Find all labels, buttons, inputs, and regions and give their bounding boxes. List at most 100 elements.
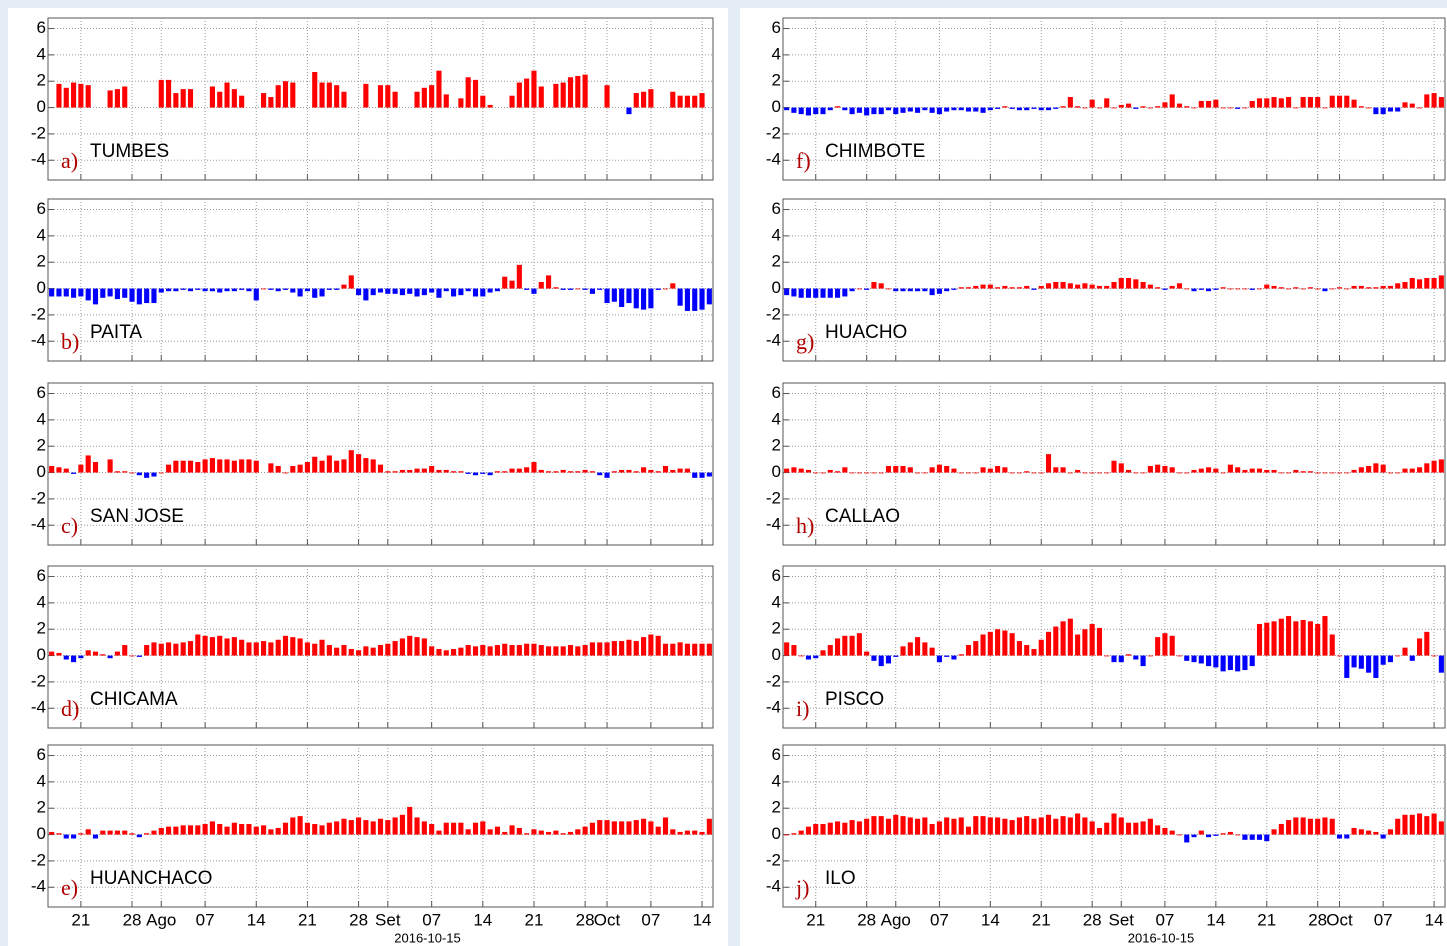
bar	[655, 471, 661, 473]
bar	[166, 79, 172, 108]
bar	[173, 826, 179, 835]
bar	[531, 70, 537, 108]
bar	[71, 472, 77, 474]
bar	[1082, 283, 1088, 289]
bar	[187, 89, 194, 108]
bar	[465, 829, 471, 835]
bar	[604, 642, 610, 656]
bar	[1038, 639, 1044, 656]
bar	[922, 107, 928, 111]
bar	[480, 288, 486, 297]
bar	[290, 82, 296, 108]
bar	[187, 288, 194, 292]
bar	[239, 824, 245, 835]
bar	[849, 472, 855, 474]
bar	[1358, 106, 1364, 108]
bar	[282, 635, 289, 656]
bar	[1387, 829, 1393, 835]
bar	[1336, 287, 1343, 289]
bar	[798, 655, 804, 657]
bar	[893, 814, 899, 835]
bar	[1104, 655, 1110, 657]
bar	[1155, 464, 1161, 473]
bar	[589, 642, 595, 656]
station-name: SAN JOSE	[90, 506, 184, 527]
bar	[575, 75, 581, 108]
bar	[1169, 285, 1175, 289]
y-tick-label: 2	[772, 252, 781, 271]
x-axis-label: 2016-10-15	[1128, 930, 1195, 945]
y-tick-label: 6	[37, 745, 46, 764]
bar	[224, 826, 230, 835]
bar	[509, 645, 515, 656]
bar	[187, 641, 194, 656]
bar	[1293, 469, 1299, 473]
bar	[56, 83, 62, 108]
panel-label: h)	[796, 513, 814, 538]
bar	[611, 821, 617, 835]
bar	[1438, 275, 1444, 289]
bar	[944, 465, 950, 473]
bar	[922, 288, 928, 292]
bar	[582, 645, 588, 656]
bar	[987, 284, 993, 289]
bar	[699, 288, 705, 310]
bar	[451, 648, 457, 656]
bar	[1235, 655, 1241, 672]
bar	[1242, 469, 1248, 473]
bar	[1235, 467, 1241, 473]
bar	[1351, 285, 1357, 289]
bar	[1227, 288, 1233, 290]
bar	[173, 460, 179, 473]
bar	[1307, 287, 1313, 289]
bar	[929, 824, 935, 835]
bar	[1373, 655, 1379, 678]
bar	[392, 288, 398, 294]
bar	[1358, 655, 1364, 669]
bar	[158, 472, 164, 474]
y-tick-label: -4	[31, 877, 46, 896]
bar	[626, 469, 632, 473]
bar	[670, 283, 676, 289]
bar	[1038, 472, 1044, 474]
bar	[312, 643, 318, 656]
bar	[1271, 621, 1277, 656]
bar	[1133, 655, 1139, 660]
station-name: CHIMBOTE	[825, 141, 925, 162]
x-tick-label: 07	[641, 910, 660, 929]
bar	[619, 821, 625, 835]
bar	[297, 816, 303, 835]
bar	[1140, 821, 1146, 835]
bar	[356, 454, 362, 473]
bar	[560, 82, 566, 108]
bar	[1416, 279, 1423, 289]
bar	[677, 468, 683, 473]
bar	[1256, 834, 1263, 840]
bar	[268, 642, 274, 656]
bar	[560, 469, 566, 473]
bar	[1235, 107, 1241, 109]
bar	[1380, 107, 1386, 115]
y-tick-label: -4	[766, 331, 781, 350]
bar	[944, 288, 950, 292]
bar	[1002, 467, 1008, 473]
bar	[1118, 655, 1124, 663]
bar	[326, 82, 332, 108]
bar	[524, 833, 530, 835]
bar	[1235, 288, 1241, 290]
bar	[209, 86, 215, 108]
bar	[1322, 288, 1328, 292]
bar	[275, 827, 281, 835]
x-tick-label: Set	[1109, 910, 1135, 929]
panel-label: d)	[61, 696, 79, 721]
bar	[995, 287, 1001, 289]
bar	[1045, 454, 1052, 473]
bar	[1089, 623, 1095, 656]
y-tick-label: -2	[31, 671, 46, 690]
x-tick-label: 07	[196, 910, 215, 929]
bar	[363, 458, 369, 473]
bar	[1191, 288, 1197, 292]
bar	[1002, 630, 1008, 656]
bar	[429, 85, 435, 108]
x-tick-label: Oct	[1326, 910, 1353, 929]
